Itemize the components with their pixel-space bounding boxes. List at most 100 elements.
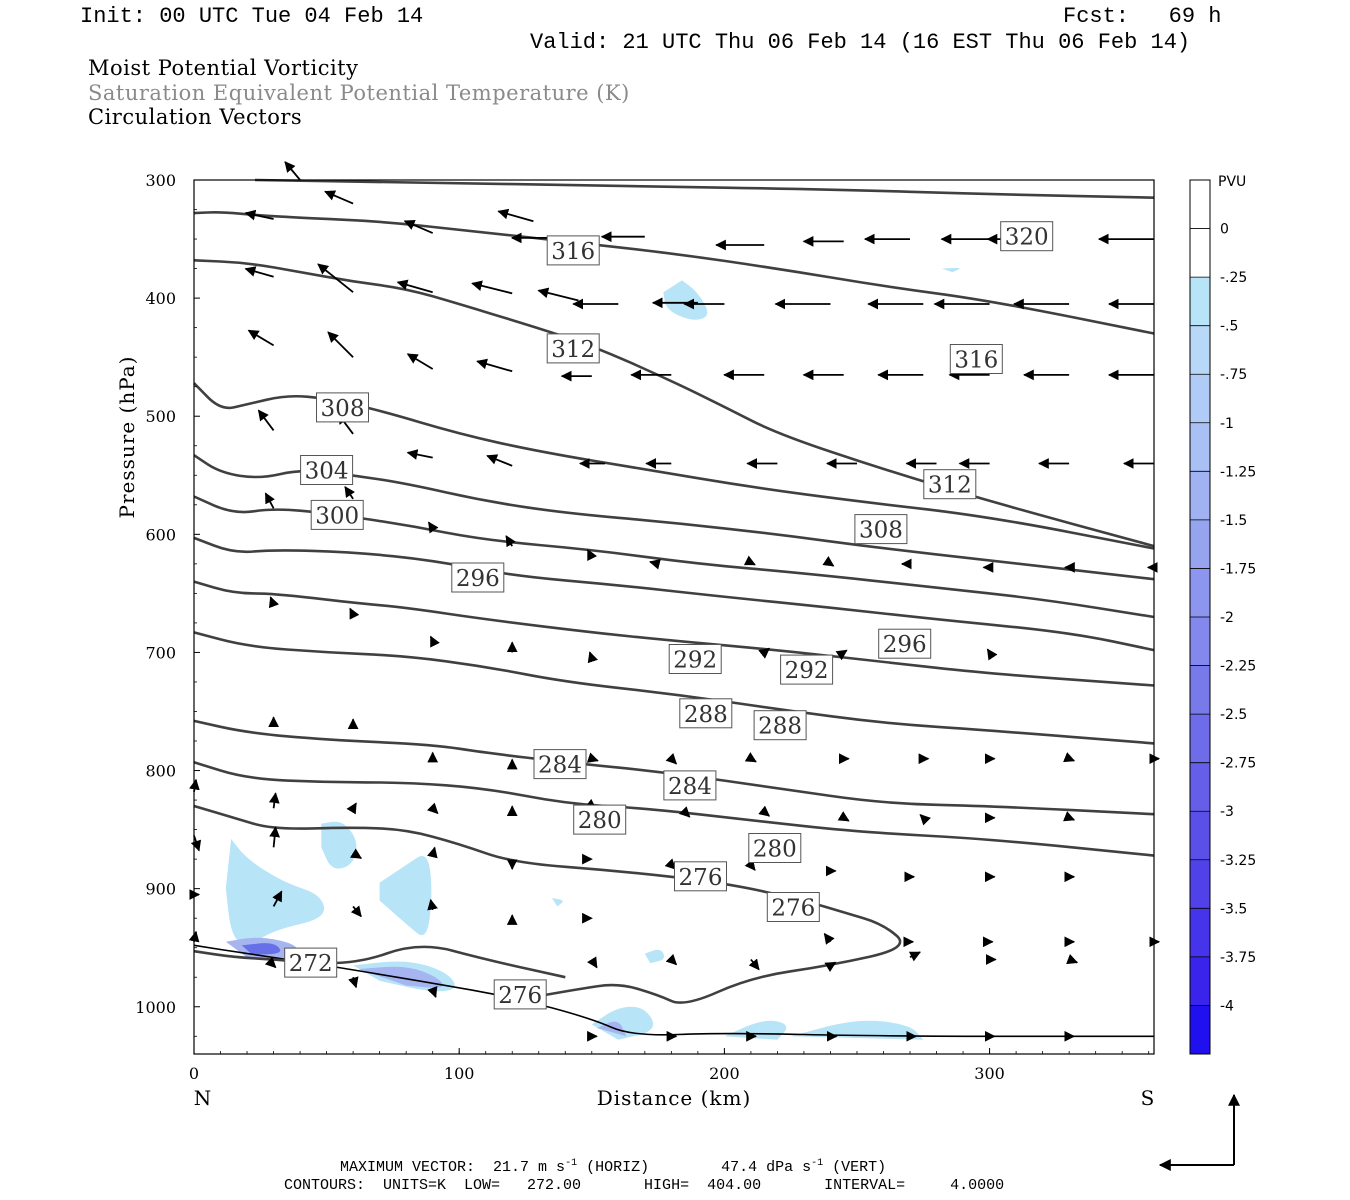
- contour-label-box: [949, 344, 1003, 374]
- circulation-vector: [505, 535, 516, 548]
- x-tick-label: 200: [709, 1064, 740, 1083]
- colorbar-label: -.75: [1220, 367, 1247, 383]
- contour-label-box: [546, 333, 600, 364]
- circulation-vector: [476, 358, 513, 373]
- circulation-vector: [665, 953, 678, 966]
- x-tick-label: 100: [444, 1064, 475, 1083]
- circulation-vector: [837, 811, 850, 822]
- colorbar-units: PVU: [1218, 174, 1246, 190]
- reference-vector-icon: [1158, 1093, 1240, 1171]
- contour-296: [193, 536, 1155, 652]
- vert-exponent: -1: [811, 1158, 824, 1169]
- contour-label-layer: 320 316 316 312 312 308 308 304 300 296 296 292 292 2…: [284, 221, 1054, 1010]
- colorbar-label: -3.5: [1220, 901, 1247, 917]
- terrain-line: [193, 944, 1154, 1038]
- colorbar-swatch: [1190, 277, 1210, 327]
- contour-label-box: [663, 770, 717, 801]
- colorbar-swatch: [1190, 665, 1210, 715]
- contour-label-box: [766, 892, 820, 922]
- axes-layer: 300 400 500 600 700 800 900 1000 0 100 200 300: [135, 171, 1150, 1083]
- colorbar-swatch: [1190, 471, 1210, 521]
- contour-label: 300: [315, 503, 359, 529]
- circulation-vector: [317, 263, 354, 293]
- contour-308: [193, 382, 1155, 550]
- circulation-vector: [427, 898, 438, 911]
- max-vector-line: MAXIMUM VECTOR: 21.7 m s-1 (HORIZ) 47.4 …: [340, 1158, 886, 1176]
- pv-region: [597, 1021, 627, 1037]
- circulation-vector: [327, 331, 354, 358]
- circulation-vector: [678, 806, 691, 818]
- circulation-vector: [429, 635, 440, 648]
- contour-label: 288: [758, 714, 802, 740]
- circulation-vector: [427, 802, 439, 815]
- contour-label: 296: [883, 632, 927, 658]
- colorbar-label: -2: [1220, 610, 1234, 626]
- contour-280: [193, 761, 1155, 857]
- colorbar-swatch: [1190, 568, 1210, 618]
- y-tick-label: 500: [145, 407, 176, 426]
- circulation-vector: [758, 647, 771, 659]
- colorbar-label: -2.25: [1220, 659, 1256, 675]
- circulation-vector: [823, 932, 835, 945]
- circulation-vector: [1066, 954, 1079, 965]
- circulation-vector: [824, 961, 837, 973]
- y-tick-label: 1000: [135, 998, 176, 1017]
- colorbar: 0 -.25 -.5 -.75 -1 -1.25 -1.5 -1.75 -2 -2.25 -2.5 -…: [1189, 179, 1256, 1055]
- colorbar-swatch: [1190, 908, 1210, 958]
- circulation-vector: [268, 596, 280, 609]
- valid-time: Valid: 21 UTC Thu 06 Feb 14 (16 EST Thu …: [530, 30, 1191, 55]
- contour-label-box: [878, 628, 932, 659]
- contour-304: [193, 454, 1155, 581]
- circulation-vector: [758, 805, 771, 817]
- init-time: Init: 00 UTC Tue 04 Feb 14: [80, 4, 424, 29]
- plot-frame: [193, 179, 1155, 1055]
- pv-region: [552, 898, 563, 907]
- circulation-vector: [406, 353, 434, 370]
- contour-label-box: [668, 644, 722, 674]
- x-axis-label: Distance (km): [597, 1086, 752, 1110]
- circulation-vector: [244, 266, 274, 278]
- circulation-vector: [744, 752, 757, 763]
- max-vert-value: 47.4 dPa s: [721, 1159, 812, 1176]
- contour-label: 292: [673, 648, 717, 674]
- colorbar-label: -1.5: [1220, 513, 1247, 529]
- circulation-vector: [586, 752, 599, 763]
- colorbar-swatch: [1190, 762, 1210, 812]
- contour-label-box: [300, 455, 354, 485]
- contour-label-box: [451, 562, 505, 593]
- circulation-vector: [346, 802, 357, 815]
- colorbar-swatch: [1190, 180, 1210, 230]
- y-tick-label: 700: [145, 643, 176, 662]
- contour-label: 284: [538, 753, 582, 779]
- colorbar-label: -1.75: [1220, 561, 1256, 577]
- colorbar-swatch: [1190, 714, 1210, 764]
- pv-region: [379, 856, 432, 936]
- contour-292: [193, 580, 1155, 687]
- colorbar-label: -1.25: [1220, 464, 1256, 480]
- circulation-vector: [1063, 811, 1076, 822]
- circulation-vector: [344, 486, 355, 500]
- contour-label-box: [284, 947, 338, 978]
- circulation-vector: [403, 219, 434, 234]
- max-horiz-value: 21.7 m s: [493, 1159, 566, 1176]
- contour-label: 296: [456, 566, 500, 592]
- contour-300: [193, 495, 1155, 619]
- contour-label-box: [573, 804, 627, 835]
- contour-label: 276: [498, 983, 542, 1009]
- circulation-vector: [587, 651, 598, 664]
- colorbar-swatch: [1190, 1005, 1210, 1055]
- field-title-theta: Saturation Equivalent Potential Temperat…: [88, 81, 630, 105]
- contour-label-box: [493, 979, 547, 1010]
- contour-label-box: [748, 833, 802, 863]
- contour-label: 316: [551, 239, 595, 265]
- colorbar-label: -.5: [1220, 319, 1238, 335]
- colorbar-label: -3: [1220, 804, 1234, 820]
- pv-region: [644, 949, 665, 964]
- y-axis-label: Pressure (hPa): [115, 356, 139, 519]
- contour-320: [254, 178, 1155, 199]
- pv-region: [321, 821, 357, 869]
- circulation-vector: [190, 835, 202, 852]
- colorbar-label: 0: [1220, 222, 1229, 238]
- contour-label: 304: [305, 459, 349, 485]
- contour-label-box: [923, 469, 977, 500]
